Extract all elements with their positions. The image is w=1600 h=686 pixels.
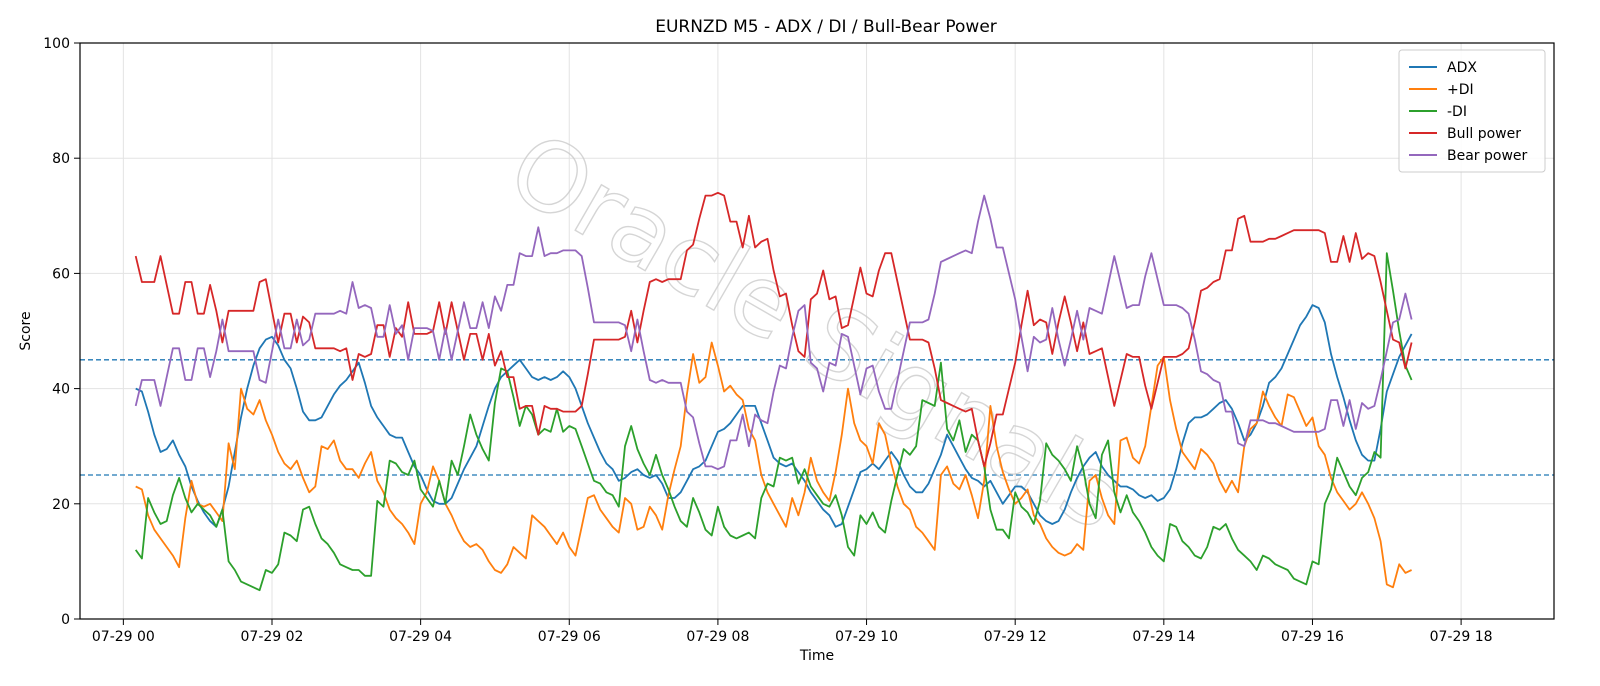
x-axis-label: Time xyxy=(799,648,834,664)
x-tick-label: 07-29 04 xyxy=(389,629,452,645)
x-tick-label: 07-29 08 xyxy=(686,629,749,645)
plot-frame xyxy=(79,42,1555,620)
x-tick-label: 07-29 12 xyxy=(984,629,1047,645)
y-tick-label: 60 xyxy=(52,266,70,282)
legend-entry: Bull power xyxy=(1447,126,1521,142)
y-axis-ticks: 0 20 40 60 80 100 xyxy=(43,36,80,628)
x-tick-label: 07-29 00 xyxy=(92,629,155,645)
legend: ADX +DI -DI Bull power Bear power xyxy=(1398,49,1546,173)
legend-entry: ADX xyxy=(1447,60,1477,76)
grid-lines xyxy=(80,42,1554,620)
reference-lines xyxy=(80,359,1554,476)
y-tick-label: 40 xyxy=(52,382,70,398)
series-line-bull-power xyxy=(134,191,1413,468)
y-axis-label: Score xyxy=(18,311,34,350)
x-tick-label: 07-29 16 xyxy=(1281,629,1344,645)
series-line-adx xyxy=(135,304,1413,528)
x-tick-label: 07-29 02 xyxy=(241,629,304,645)
legend-entry: -DI xyxy=(1447,104,1467,120)
x-tick-label: 07-29 14 xyxy=(1132,629,1195,645)
legend-entry: Bear power xyxy=(1447,148,1528,164)
y-tick-label: 20 xyxy=(52,497,70,513)
x-tick-label: 07-29 06 xyxy=(538,629,601,645)
y-tick-label: 0 xyxy=(61,612,70,628)
series-line-di xyxy=(135,341,1412,589)
series-line-di xyxy=(134,252,1413,592)
y-tick-label: 80 xyxy=(52,151,70,167)
legend-entry: +DI xyxy=(1447,82,1474,98)
series-line-bear-power xyxy=(134,194,1413,471)
series-lines xyxy=(134,191,1413,592)
x-axis-ticks: 07-29 00 07-29 02 07-29 04 07-29 06 07-29 08… xyxy=(92,619,1493,645)
x-tick-label: 07-29 10 xyxy=(835,629,898,645)
x-tick-label: 07-29 18 xyxy=(1430,629,1493,645)
y-tick-label: 100 xyxy=(43,36,70,52)
legend-box xyxy=(1398,49,1546,173)
chart-title: EURNZD M5 - ADX / DI / Bull-Bear Power xyxy=(655,17,997,37)
